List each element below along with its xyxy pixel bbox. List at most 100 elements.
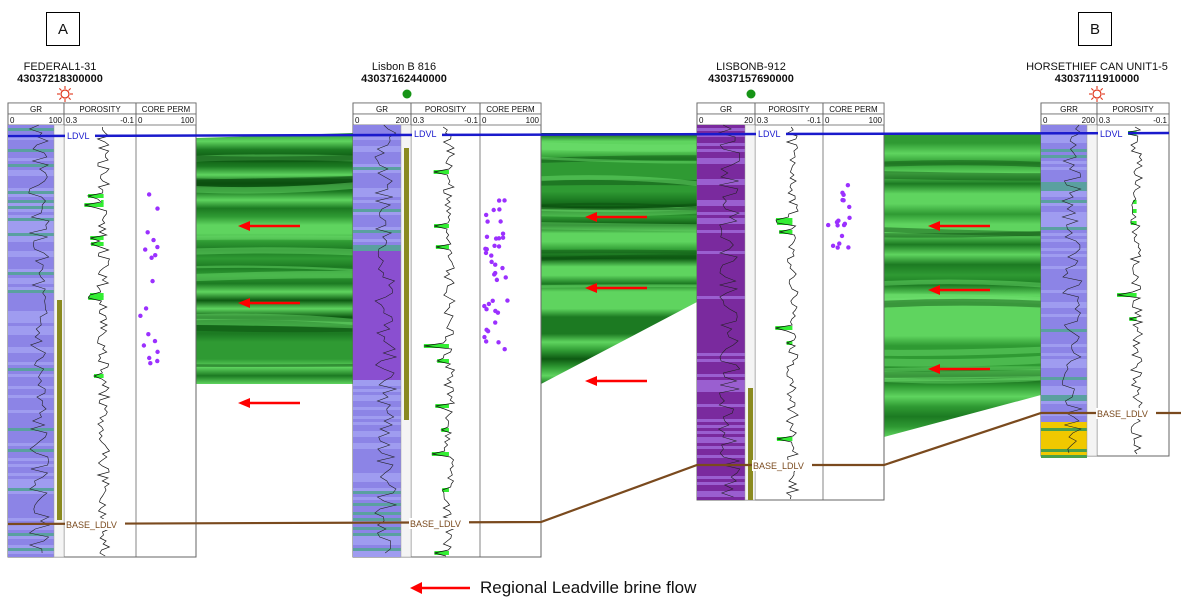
gr-fill — [8, 464, 54, 467]
gr-fill — [8, 395, 54, 398]
gr-fill — [697, 182, 745, 185]
core-perm-point — [497, 207, 502, 212]
gr-fill — [8, 494, 54, 497]
core-perm-point — [503, 275, 508, 280]
depth-strip — [1086, 124, 1098, 457]
gr-fill — [1041, 155, 1087, 158]
gr-fill — [1041, 317, 1087, 320]
gr-fill — [8, 515, 54, 518]
gr-fill — [1041, 266, 1087, 269]
gr-fill — [697, 356, 745, 359]
core-perm-point — [145, 230, 150, 235]
gr-fill — [353, 242, 401, 245]
gr-fill — [697, 446, 745, 449]
gr-fill — [353, 554, 401, 557]
gr-fill — [8, 296, 54, 299]
gr-fill — [8, 446, 54, 449]
gr-fill — [1041, 128, 1087, 131]
gr-fill — [697, 212, 745, 215]
correlation-streak — [195, 247, 354, 256]
core-perm-point — [500, 235, 506, 240]
porosity-fill — [88, 194, 104, 198]
core-perm-point — [155, 349, 160, 355]
gr-fill — [1041, 350, 1087, 353]
gr-fill — [1041, 209, 1087, 212]
gr-fill — [1041, 404, 1087, 407]
gr-fill — [697, 176, 745, 179]
gr-fill — [697, 491, 745, 494]
gr-fill — [1041, 149, 1087, 152]
track-header-label: POROSITY — [79, 105, 121, 114]
track-scale-right: -0.1 — [464, 116, 478, 125]
gr-fill — [8, 554, 54, 557]
correlation-streak — [540, 249, 698, 254]
gr-fill — [697, 386, 745, 389]
gr-fill — [1041, 314, 1087, 317]
gr-fill — [697, 320, 745, 323]
gr-fill — [8, 410, 54, 413]
horizon-label-bg — [752, 460, 812, 471]
gr-fill — [353, 338, 401, 341]
gr-fill — [8, 170, 54, 173]
gr-fill — [353, 182, 401, 185]
gr-fill — [1041, 362, 1087, 365]
core-perm-point — [845, 182, 851, 188]
gr-fill — [353, 509, 401, 512]
gr-fill — [1041, 176, 1087, 179]
gr-fill — [697, 467, 745, 470]
gr-fill — [353, 311, 401, 314]
gr-fill — [8, 521, 54, 524]
porosity-fill — [101, 200, 104, 204]
well-api: 43037162440000 — [361, 73, 447, 85]
gr-fill — [1041, 407, 1087, 410]
gr-fill — [1041, 251, 1087, 254]
core-perm-point — [155, 206, 160, 211]
core-perm-point — [491, 207, 496, 213]
gr-fill — [697, 173, 745, 176]
gr-fill — [8, 539, 54, 542]
gr-fill — [1041, 287, 1087, 290]
gr-fill — [697, 476, 745, 479]
gr-fill — [353, 380, 401, 383]
track-scale-left: 0 — [482, 116, 487, 125]
gr-fill — [353, 440, 401, 443]
gr-fill — [8, 314, 54, 317]
gr-fill — [1041, 392, 1087, 395]
gr-fill — [1041, 299, 1087, 302]
gr-fill — [8, 416, 54, 419]
gr-fill — [1041, 422, 1087, 425]
gr-fill — [1041, 347, 1087, 350]
correlation-streak — [883, 293, 1042, 305]
correlation-streak — [195, 318, 354, 329]
core-perm-point — [483, 212, 489, 218]
gr-fill — [353, 332, 401, 335]
gr-fill — [353, 341, 401, 344]
horizon-label-bg — [1098, 127, 1128, 138]
gr-fill — [697, 434, 745, 437]
gr-fill — [697, 428, 745, 431]
gr-fill — [697, 152, 745, 155]
gr-fill — [8, 308, 54, 311]
gr-fill — [353, 539, 401, 542]
gr-fill — [353, 446, 401, 449]
gr-fill — [353, 533, 401, 536]
gr-fill — [697, 416, 745, 419]
gr-fill — [1041, 383, 1087, 386]
gr-fill — [8, 386, 54, 389]
gr-fill — [697, 422, 745, 425]
gr-fill — [353, 395, 401, 398]
correlation-panel — [196, 133, 353, 384]
gr-fill — [1041, 170, 1087, 173]
gr-fill — [1041, 146, 1087, 149]
correlation-streak — [540, 142, 698, 152]
gr-fill — [697, 278, 745, 281]
gr-fill — [8, 545, 54, 548]
gr-fill — [1041, 353, 1087, 356]
correlation-streak — [195, 154, 354, 163]
gr-fill — [697, 344, 745, 347]
gr-fill — [8, 356, 54, 359]
gr-fill — [1041, 284, 1087, 287]
correlation-streak — [195, 182, 354, 194]
porosity-curve — [775, 126, 800, 500]
core-perm-point — [486, 301, 492, 307]
